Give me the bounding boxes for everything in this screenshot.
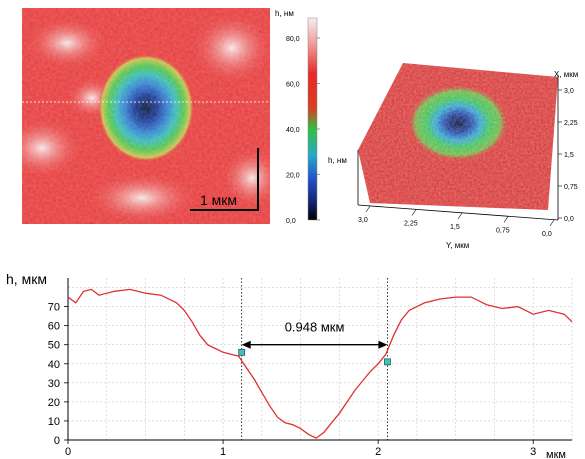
- colorbar-ticks: 80,0 60,0 40,0 20,0 0,0: [286, 36, 320, 225]
- y-tick-label: 50: [48, 340, 60, 352]
- chart-ticks: 0 10 20 30 40 50 60 70 0 1 2 3: [48, 302, 537, 458]
- y-tick-label: 0,75: [496, 228, 510, 235]
- y-tick-label: 10: [48, 416, 60, 428]
- colorbar-gradient: [307, 17, 318, 221]
- colorbar-tick-label: 20,0: [286, 173, 300, 180]
- x-tick-label: 1: [220, 446, 226, 458]
- y-tick-label: 0,0: [542, 231, 552, 238]
- x-tick-label: 0: [65, 446, 71, 458]
- measurement-marker: [238, 348, 246, 356]
- y-tick-label: 20: [48, 397, 60, 409]
- width-arrow-head-right: [378, 340, 388, 349]
- colorbar-tick-label: 40,0: [286, 127, 300, 134]
- y-tick: [411, 209, 417, 216]
- width-arrow-head-left: [241, 340, 251, 349]
- y-tick-label: 0: [54, 435, 60, 447]
- x-axis-title: мкм: [546, 449, 566, 459]
- y-tick: [549, 219, 555, 227]
- x-tick-label: 2: [375, 446, 381, 458]
- chart-axes: [67, 278, 572, 441]
- z-axis-label: h, нм: [328, 156, 347, 165]
- measurement-lines: [241, 278, 388, 440]
- afm-height-map: 1 мкм: [22, 8, 270, 224]
- scale-bar: [190, 148, 259, 211]
- y-tick-label: 60: [48, 321, 60, 333]
- y-tick-label: 1,5: [450, 224, 460, 231]
- y-tick: [457, 212, 463, 220]
- y-tick: [503, 216, 509, 223]
- y-axis-label: Y, мкм: [446, 241, 469, 250]
- colorbar-title: h, нм: [275, 9, 294, 18]
- x-tick-label: 0,75: [564, 184, 578, 191]
- afm-3d-surface: h, нм X, мкм Y, мкм 3,0 2,25 1,5 0,75 0,0 3,…: [328, 63, 578, 250]
- x-axis-label: X, мкм: [554, 70, 578, 79]
- height-profile-chart: h, мкм мкм 0 10 20 30 40 50 60 70 0 1 2 3 0.948 мкм: [6, 271, 573, 459]
- y-axis-title: h, мкм: [6, 271, 47, 287]
- width-annotation: 0.948 мкм: [241, 320, 388, 349]
- colorbar-tick-label: 0,0: [286, 218, 296, 225]
- y-axis-ticks: 3,0 2,25 1,5 0,75 0,0: [358, 205, 555, 238]
- measurement-markers: [238, 348, 391, 366]
- scale-bar-label: 1 мкм: [200, 192, 237, 208]
- y-tick-label: 3,0: [358, 217, 368, 224]
- y-axis: [357, 204, 559, 221]
- colorbar-tick-label: 60,0: [286, 82, 300, 89]
- y-tick-label: 40: [48, 359, 60, 371]
- y-tick-label: 70: [48, 302, 60, 314]
- height-colorbar: h, нм 80,0 60,0 40,0 20,0 0,0: [275, 9, 320, 225]
- y-tick-label: 2,25: [404, 221, 418, 228]
- x-tick-label: 1,5: [564, 152, 574, 159]
- width-annotation-label: 0.948 мкм: [285, 320, 345, 335]
- chart-grid: [67, 278, 573, 441]
- profile-series-line: [67, 288, 573, 439]
- x-axis-ticks: 3,0 2,25 1,5 0,75 0,0: [558, 88, 578, 223]
- measurement-marker: [384, 358, 391, 366]
- y-tick-label: 30: [48, 378, 60, 390]
- x-tick-label: 0,0: [564, 216, 574, 223]
- y-tick: [365, 205, 371, 213]
- colorbar-tick-label: 80,0: [286, 36, 300, 43]
- x-tick-label: 3: [530, 446, 536, 458]
- x-tick-label: 3,0: [564, 88, 574, 95]
- x-tick-label: 2,25: [564, 120, 578, 127]
